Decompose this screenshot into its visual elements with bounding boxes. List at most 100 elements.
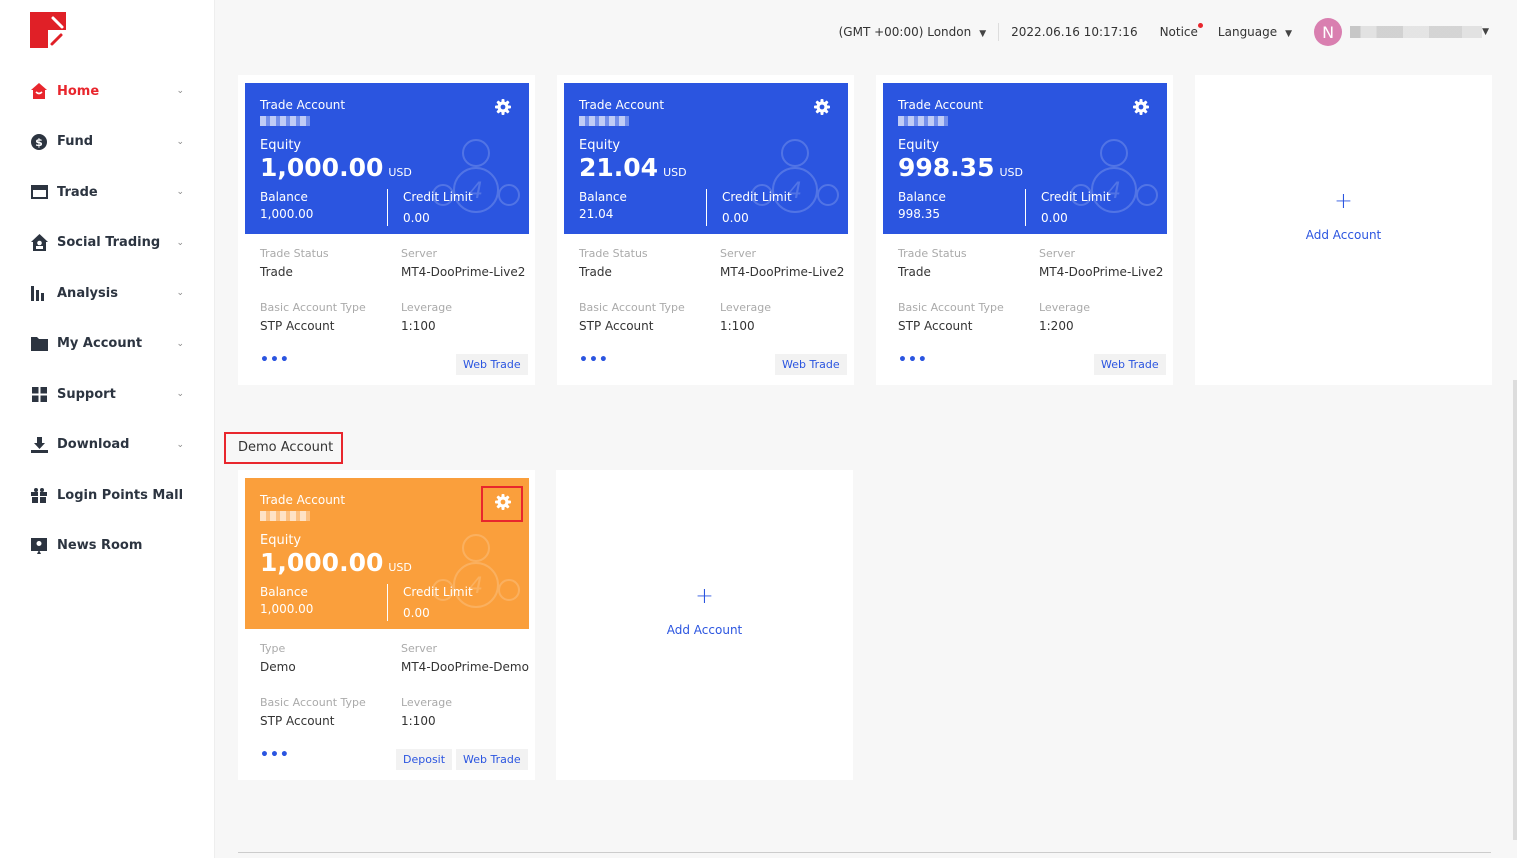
balance-value: 1,000.00 — [260, 207, 314, 221]
caret-down-icon: ▼ — [1285, 29, 1293, 39]
account-number-blurred — [260, 511, 310, 521]
divider — [998, 23, 1000, 41]
chevron-down-icon: ⌄ — [176, 136, 184, 147]
balance-label: Balance — [260, 190, 308, 204]
balance-value: 998.35 — [898, 207, 940, 221]
logo[interactable] — [30, 12, 66, 48]
credit-limit-value: 0.00 — [403, 211, 430, 225]
settings-gear-icon[interactable] — [1133, 99, 1149, 115]
currency: USD — [999, 166, 1023, 179]
balance-value: 21.04 — [579, 207, 614, 221]
equity-value: 1,000.00 USD — [260, 153, 412, 182]
balance-label: Balance — [260, 585, 308, 599]
chevron-down-icon: ⌄ — [176, 86, 184, 96]
server-label: Server — [1039, 247, 1076, 260]
sidebar-item-fund[interactable]: $ Fund ⌄ — [30, 130, 190, 154]
credit-limit-label: Credit Limit — [1041, 190, 1111, 204]
sidebar-item-label: News Room — [57, 538, 143, 553]
more-options-icon[interactable]: ••• — [260, 352, 290, 368]
account-title: Trade Account — [260, 98, 346, 112]
mt4-logo-watermark: 4 — [1069, 135, 1159, 225]
user-email-blurred[interactable] — [1350, 26, 1483, 38]
field-value: Trade — [898, 265, 931, 279]
account-summary-header: 4 Trade Account Equity 21.04 USD Balance … — [564, 83, 848, 234]
sidebar-item-support[interactable]: Support ⌄ — [30, 382, 190, 406]
add-account-label: Add Account — [666, 622, 743, 637]
notice-label: Notice — [1159, 25, 1198, 39]
account-type-value: STP Account — [898, 319, 973, 333]
account-title: Trade Account — [260, 493, 346, 507]
field-label: Trade Status — [260, 247, 329, 260]
language-label: Language — [1217, 25, 1278, 39]
balance-value: 1,000.00 — [260, 602, 314, 616]
more-options-icon[interactable]: ••• — [579, 352, 609, 368]
server-label: Server — [720, 247, 757, 260]
live-account-card: 4 Trade Account Equity 1,000.00 USD Balan… — [238, 75, 535, 385]
mt4-logo-watermark: 4 — [750, 135, 840, 225]
field-label: Trade Status — [898, 247, 967, 260]
leverage-label: Leverage — [720, 301, 771, 314]
add-account-card[interactable]: + Add Account — [1195, 75, 1492, 385]
add-account-card[interactable]: + Add Account — [556, 470, 853, 780]
settings-gear-icon[interactable] — [495, 494, 511, 510]
equity-value: 998.35 USD — [898, 153, 1023, 182]
account-summary-header: 4 Trade Account Equity 1,000.00 USD Balan… — [245, 478, 529, 629]
sidebar-item-label: Fund — [57, 134, 94, 149]
account-type-value: STP Account — [579, 319, 654, 333]
add-account-label: Add Account — [1305, 227, 1382, 242]
account-type-label: Basic Account Type — [579, 301, 685, 314]
web-trade-button[interactable]: Web Trade — [1094, 354, 1166, 375]
caret-down-icon: ▼ — [979, 29, 987, 39]
scrollbar[interactable] — [1513, 380, 1517, 840]
account-type-label: Basic Account Type — [260, 696, 366, 709]
sidebar-item-analysis[interactable]: Analysis ⌄ — [30, 281, 190, 305]
more-options-icon[interactable]: ••• — [898, 352, 928, 368]
avatar[interactable]: N — [1314, 18, 1343, 46]
server-value: MT4-DooPrime-Demo — [401, 660, 529, 674]
credit-limit-value: 0.00 — [722, 211, 749, 225]
field-value: Trade — [260, 265, 293, 279]
chevron-down-icon: ⌄ — [176, 439, 184, 450]
divider — [387, 189, 388, 226]
web-trade-button[interactable]: Web Trade — [456, 354, 528, 375]
leverage-label: Leverage — [1039, 301, 1090, 314]
chevron-down-icon: ⌄ — [176, 338, 184, 349]
more-options-icon[interactable]: ••• — [260, 747, 290, 763]
sidebar-item-label: Login Points Mall — [57, 487, 184, 503]
equity-label: Equity — [898, 138, 940, 153]
equity-label: Equity — [579, 138, 621, 153]
sidebar-item-label: Support — [57, 386, 116, 402]
balance-label: Balance — [898, 190, 946, 204]
sidebar-item-news-room[interactable]: News Room — [30, 534, 190, 558]
sidebar-item-download[interactable]: Download ⌄ — [30, 433, 190, 457]
timezone-select[interactable]: (GMT +00:00) London ▼ — [839, 25, 987, 39]
caret-down-icon[interactable]: ▼ — [1482, 27, 1489, 37]
web-trade-button[interactable]: Web Trade — [775, 354, 847, 375]
currency: USD — [388, 166, 412, 179]
language-select[interactable]: Language ▼ — [1218, 25, 1292, 39]
credit-limit-value: 0.00 — [403, 606, 430, 620]
sidebar-item-social-trading[interactable]: Social Trading ⌄ — [30, 231, 190, 255]
sidebar-item-home[interactable]: Home ⌄ — [30, 79, 190, 103]
svg-text:4: 4 — [469, 574, 483, 599]
leverage-value: 1:200 — [1039, 319, 1074, 333]
deposit-button[interactable]: Deposit — [396, 749, 453, 770]
notification-dot — [1197, 23, 1203, 28]
sidebar: Home ⌄ $ Fund ⌄ Trade ⌄ Social Trading ⌄ Analysis… — [0, 0, 215, 858]
sidebar-item-login-points-mall[interactable]: Login Points Mall — [30, 483, 190, 507]
svg-text:4: 4 — [1107, 179, 1121, 204]
leverage-label: Leverage — [401, 301, 452, 314]
notice-link[interactable]: Notice — [1159, 23, 1203, 39]
equity-label: Equity — [260, 533, 302, 548]
mt4-logo-watermark: 4 — [431, 135, 521, 225]
settings-gear-icon[interactable] — [495, 99, 511, 115]
web-trade-button[interactable]: Web Trade — [456, 749, 528, 770]
account-type-value: STP Account — [260, 714, 335, 728]
sidebar-item-label: Social Trading — [57, 235, 161, 250]
divider — [706, 189, 707, 226]
sidebar-item-my-account[interactable]: My Account ⌄ — [30, 332, 190, 356]
download-icon — [30, 436, 48, 454]
settings-gear-icon[interactable] — [814, 99, 830, 115]
server-label: Server — [401, 247, 438, 260]
sidebar-item-trade[interactable]: Trade ⌄ — [30, 180, 190, 204]
